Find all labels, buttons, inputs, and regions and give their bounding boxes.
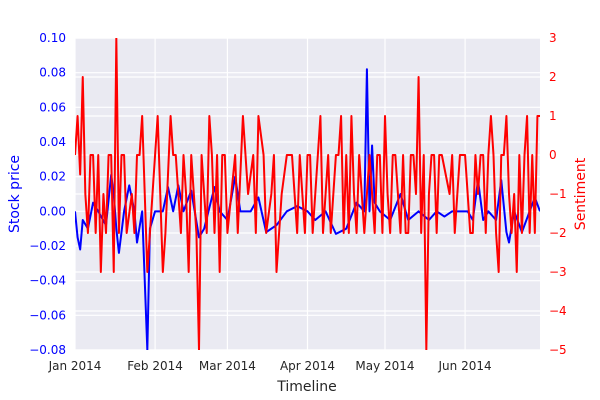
grid-lines	[74, 37, 540, 351]
x-tick-label: Jan 2014	[48, 359, 102, 373]
left-y-tick-label: 0.06	[39, 100, 66, 114]
x-tick-label: Feb 2014	[127, 359, 183, 373]
right-y-tick-label: −1	[549, 187, 567, 201]
x-axis-label: Timeline	[276, 379, 337, 395]
x-tick-label: May 2014	[355, 359, 414, 373]
right-y-axis-label: Sentiment	[573, 157, 589, 230]
left-y-tick-label: 0.04	[39, 135, 66, 149]
x-tick-label: Apr 2014	[280, 359, 335, 373]
left-y-tick-label: −0.08	[29, 343, 66, 357]
right-y-tick-label: −5	[549, 343, 567, 357]
right-y-tick-label: −4	[549, 304, 567, 318]
x-tick-label: Mar 2014	[199, 359, 256, 373]
left-y-tick-label: −0.06	[29, 308, 66, 322]
left-y-tick-label: 0.08	[39, 66, 66, 80]
left-y-axis-label: Stock price	[7, 155, 23, 233]
left-y-tick-label: 0.02	[39, 170, 66, 184]
sentiment-line	[75, 38, 540, 350]
right-y-tick-label: 1	[549, 109, 557, 123]
x-tick-label: Jun 2014	[438, 359, 492, 373]
right-y-tick-label: −2	[549, 226, 567, 240]
tick-labels: 0.10 0.08 0.06 0.04 0.02 0.00 −0.02 −0.04 −0.06 −…	[29, 31, 566, 373]
right-y-tick-label: 2	[549, 70, 557, 84]
left-y-tick-label: 0.00	[39, 204, 66, 218]
right-y-tick-label: 3	[549, 31, 557, 45]
right-y-tick-label: 0	[549, 148, 557, 162]
left-y-tick-label: −0.02	[29, 239, 66, 253]
right-y-tick-label: −3	[549, 265, 567, 279]
left-y-tick-label: −0.04	[29, 274, 66, 288]
left-y-tick-label: 0.10	[39, 31, 66, 45]
